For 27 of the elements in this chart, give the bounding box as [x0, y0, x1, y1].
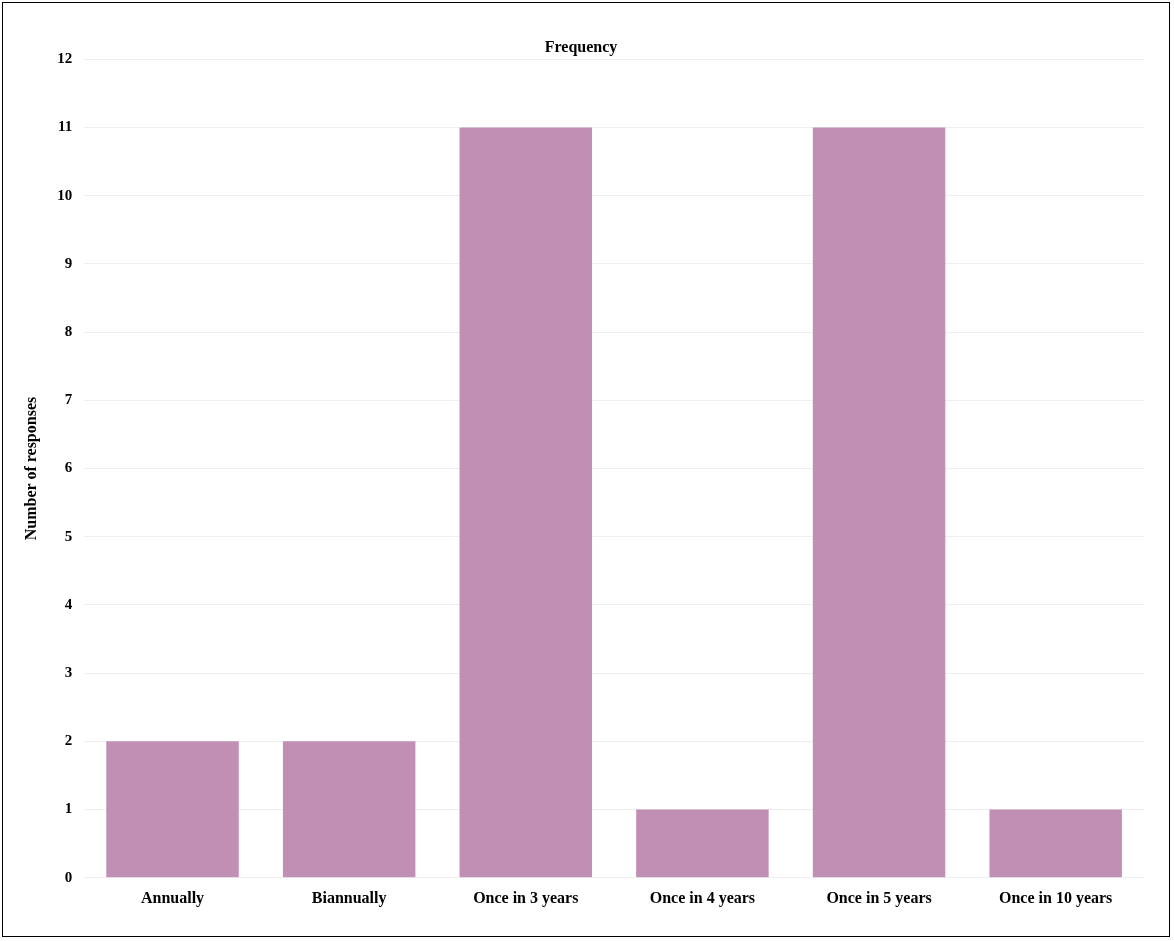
y-tick-label: 8 — [64, 322, 73, 339]
x-tick-label: Once in 3 years — [473, 888, 579, 907]
y-tick-label: 5 — [64, 527, 73, 544]
bar — [106, 741, 239, 878]
bar — [812, 127, 946, 878]
x-tick-label: Annually — [140, 888, 205, 907]
bar — [989, 809, 1122, 878]
chart-title: Frequency — [544, 37, 618, 56]
y-tick-label: 11 — [58, 118, 73, 135]
bar — [459, 127, 593, 878]
y-tick-label: 2 — [64, 732, 73, 749]
x-tick-label: Once in 5 years — [826, 888, 932, 907]
y-axis-title: Number of responses — [21, 396, 40, 541]
y-tick-label: 9 — [64, 254, 73, 271]
x-tick-label: Once in 4 years — [649, 888, 756, 907]
y-tick-label: 0 — [64, 868, 73, 885]
y-tick-label: 6 — [64, 459, 73, 476]
y-tick-label: 3 — [64, 664, 73, 681]
y-tick-label: 1 — [64, 800, 73, 817]
x-tick-label: Biannually — [311, 888, 387, 907]
bar — [636, 809, 769, 878]
y-tick-label: 12 — [57, 50, 73, 67]
y-tick-label: 10 — [57, 186, 73, 203]
y-tick-label: 4 — [64, 595, 73, 612]
y-tick-label: 7 — [64, 391, 73, 408]
x-tick-label: Once in 10 years — [999, 888, 1113, 907]
bar — [282, 741, 416, 878]
